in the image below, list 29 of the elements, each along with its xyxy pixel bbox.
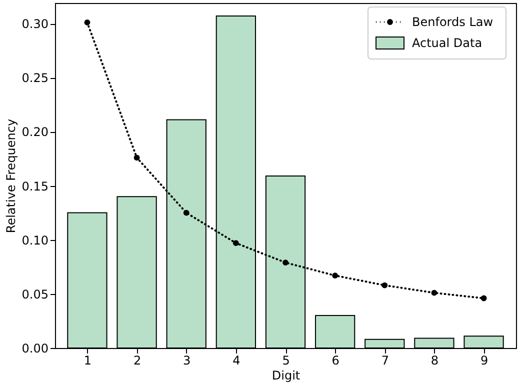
point (84, 20, 90, 26)
x-tick-label: 2 (133, 354, 142, 368)
point (134, 154, 140, 161)
legend-label: Benfords Law (412, 15, 494, 29)
point (282, 260, 288, 266)
x-tick-label: 8 (430, 354, 439, 368)
x-tick-label: 1 (84, 354, 92, 368)
y-tick-label: 0.20 (22, 125, 48, 140)
point (480, 295, 487, 302)
point (332, 272, 338, 278)
point (382, 282, 388, 288)
point (232, 240, 239, 246)
y-axis-title: Relative Frequency (4, 118, 18, 234)
y-tick-label: 0.25 (22, 71, 48, 86)
x-tick-label: 5 (282, 354, 290, 368)
x-tick-label: 9 (480, 354, 488, 368)
y-tick-label: 0.00 (22, 342, 48, 356)
x-tick-label: 3 (183, 354, 191, 368)
y-tick-label: 0.15 (22, 179, 48, 194)
point (431, 290, 438, 296)
x-axis-title: Digit (272, 368, 300, 382)
x-tick-label: 7 (381, 354, 389, 368)
y-tick-label: 0.10 (22, 233, 48, 248)
x-tick-label: 6 (332, 354, 340, 368)
legend-label: Actual Data (412, 36, 482, 50)
y-tick-label: 0.30 (22, 17, 48, 32)
point (183, 210, 190, 216)
y-tick-label: 0.05 (22, 287, 48, 302)
x-tick-label: 4 (232, 354, 240, 368)
